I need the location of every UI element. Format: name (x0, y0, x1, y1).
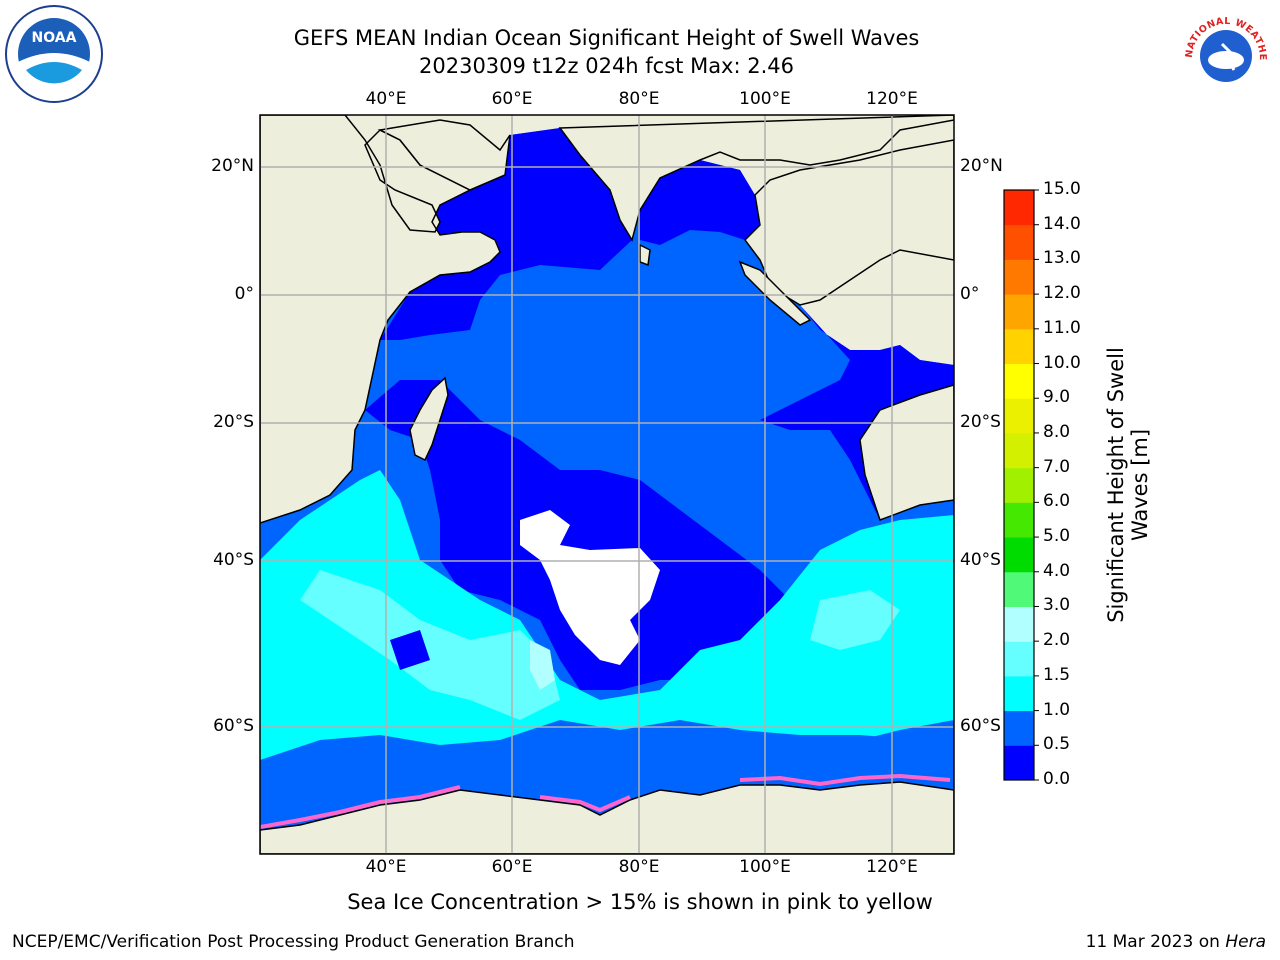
colorbar-swatch (1004, 537, 1034, 573)
colorbar-tick-label: 7.0 (1043, 456, 1071, 477)
colorbar-title: Significant Height of Swell Waves [m] (1104, 347, 1152, 623)
colorbar-swatch (1004, 710, 1034, 746)
footer-date-text: 11 Mar 2023 on (1085, 932, 1226, 952)
sea-ice-fringe (260, 785, 461, 829)
map-title: GEFS MEAN Indian Ocean Significant Heigh… (293, 26, 920, 50)
australia (859, 384, 954, 521)
lat-label-left: 20°S (213, 412, 254, 432)
colorbar-swatch (1004, 224, 1034, 260)
noaa-logo: NOAA (5, 5, 103, 103)
colorbar-swatch (1004, 571, 1034, 607)
india (558, 115, 954, 242)
lat-label-right: 40°S (960, 550, 1001, 570)
footer-date: 11 Mar 2023 on Hera (1086, 932, 1266, 952)
map-plot-area (260, 115, 954, 854)
lat-label-right: 0° (960, 284, 980, 304)
footer-host: Hera (1225, 932, 1266, 952)
sea-ice-fringe-east (739, 773, 951, 787)
swell-patch-east (810, 590, 900, 650)
arabian-sea-low-swell (380, 128, 632, 340)
noaa-logo-text: NOAA (32, 30, 77, 46)
colorbar-tick-label: 8.0 (1043, 421, 1071, 442)
colorbar-tick-label: 0.0 (1043, 769, 1071, 789)
lon-label-top: 100°E (739, 89, 791, 109)
colorbar-tick-label: 13.0 (1043, 248, 1081, 269)
madagascar (409, 376, 449, 462)
colorbar-swatch (1004, 190, 1034, 226)
colorbar-frame (1003, 189, 1035, 781)
colorbar-swatch (1004, 502, 1034, 538)
sri-lanka (639, 243, 651, 267)
antarctica (260, 781, 954, 854)
central-low-swell (365, 380, 800, 690)
lat-label-left: 40°S (213, 550, 254, 570)
swell-patch-lighter (530, 640, 555, 690)
colorbar-swatch (1004, 675, 1034, 712)
lon-label-bottom: 60°E (491, 857, 533, 877)
colorbar-title-line2: Waves [m] (1128, 428, 1152, 542)
sea-ice-caption: Sea Ice Concentration > 15% is shown in … (347, 890, 933, 914)
east-low-swell (760, 305, 954, 520)
colorbar-swatch (1004, 259, 1034, 295)
colorbar-tick-label: 12.0 (1043, 283, 1081, 304)
lon-label-top: 40°E (365, 89, 407, 109)
colorbar-swatch (1004, 606, 1034, 642)
colorbar-swatch (1004, 641, 1034, 677)
map-subtitle: 20230309 t12z 024h fcst Max: 2.46 (419, 54, 794, 78)
colorbar-swatch (1004, 363, 1034, 399)
map-frame (259, 114, 955, 855)
colorbar-tick-label: 9.0 (1043, 387, 1071, 408)
colorbar-swatch (1004, 398, 1034, 434)
lon-label-top: 120°E (866, 89, 918, 109)
colorbar-tick-label: 5.0 (1043, 526, 1071, 547)
lat-label-right: 60°S (960, 716, 1001, 736)
lon-label-bottom: 40°E (365, 857, 407, 877)
lat-label-left: 0° (234, 284, 254, 304)
lat-label-right: 20°S (960, 412, 1001, 432)
lat-label-left: 60°S (213, 716, 254, 736)
colorbar (1003, 189, 1039, 781)
colorbar-tick-label: 1.0 (1043, 699, 1071, 720)
colorbar-tick-label: 6.0 (1043, 491, 1071, 512)
colorbar-tick-label: 15.0 (1043, 179, 1081, 199)
colorbar-swatch (1004, 745, 1034, 781)
southeast-asia (744, 139, 954, 306)
southern-swell-band (260, 470, 954, 800)
grid-lines (260, 115, 954, 854)
sea-ice-fringe-mid (539, 795, 631, 813)
colorbar-tick-label: 2.0 (1043, 630, 1071, 651)
colorbar-title-line1: Significant Height of Swell (1104, 347, 1128, 623)
colorbar-swatch (1004, 432, 1034, 469)
colorbar-tick-label: 1.5 (1043, 664, 1071, 685)
lon-label-bottom: 80°E (618, 857, 660, 877)
lon-label-bottom: 120°E (866, 857, 918, 877)
colorbar-tick-label: 4.0 (1043, 560, 1071, 581)
colorbar-tick-label: 14.0 (1043, 213, 1081, 234)
lon-label-bottom: 100°E (739, 857, 791, 877)
footer-branch: NCEP/EMC/Verification Post Processing Pr… (12, 932, 575, 952)
lat-label-left: 20°N (211, 156, 254, 176)
lat-label-right: 20°N (960, 156, 1003, 176)
colorbar-swatch (1004, 294, 1034, 330)
missing-data-region (520, 510, 660, 665)
colorbar-tick-label: 11.0 (1043, 317, 1081, 338)
colorbar-swatch (1004, 328, 1034, 365)
swell-patch-light (300, 570, 560, 720)
africa (260, 115, 501, 524)
nws-logo: NATIONAL WEATHER SERVICE (1176, 4, 1270, 100)
colorbar-tick-label: 10.0 (1043, 352, 1081, 373)
west-low-swell (390, 630, 430, 670)
colorbar-swatch (1004, 467, 1034, 503)
bay-of-bengal-low-swell (640, 160, 760, 245)
colorbar-tick-label: 0.5 (1043, 734, 1071, 755)
arabia (377, 119, 511, 191)
lon-label-top: 80°E (618, 89, 660, 109)
colorbar-tick-label: 3.0 (1043, 595, 1071, 616)
lon-label-top: 60°E (491, 89, 533, 109)
